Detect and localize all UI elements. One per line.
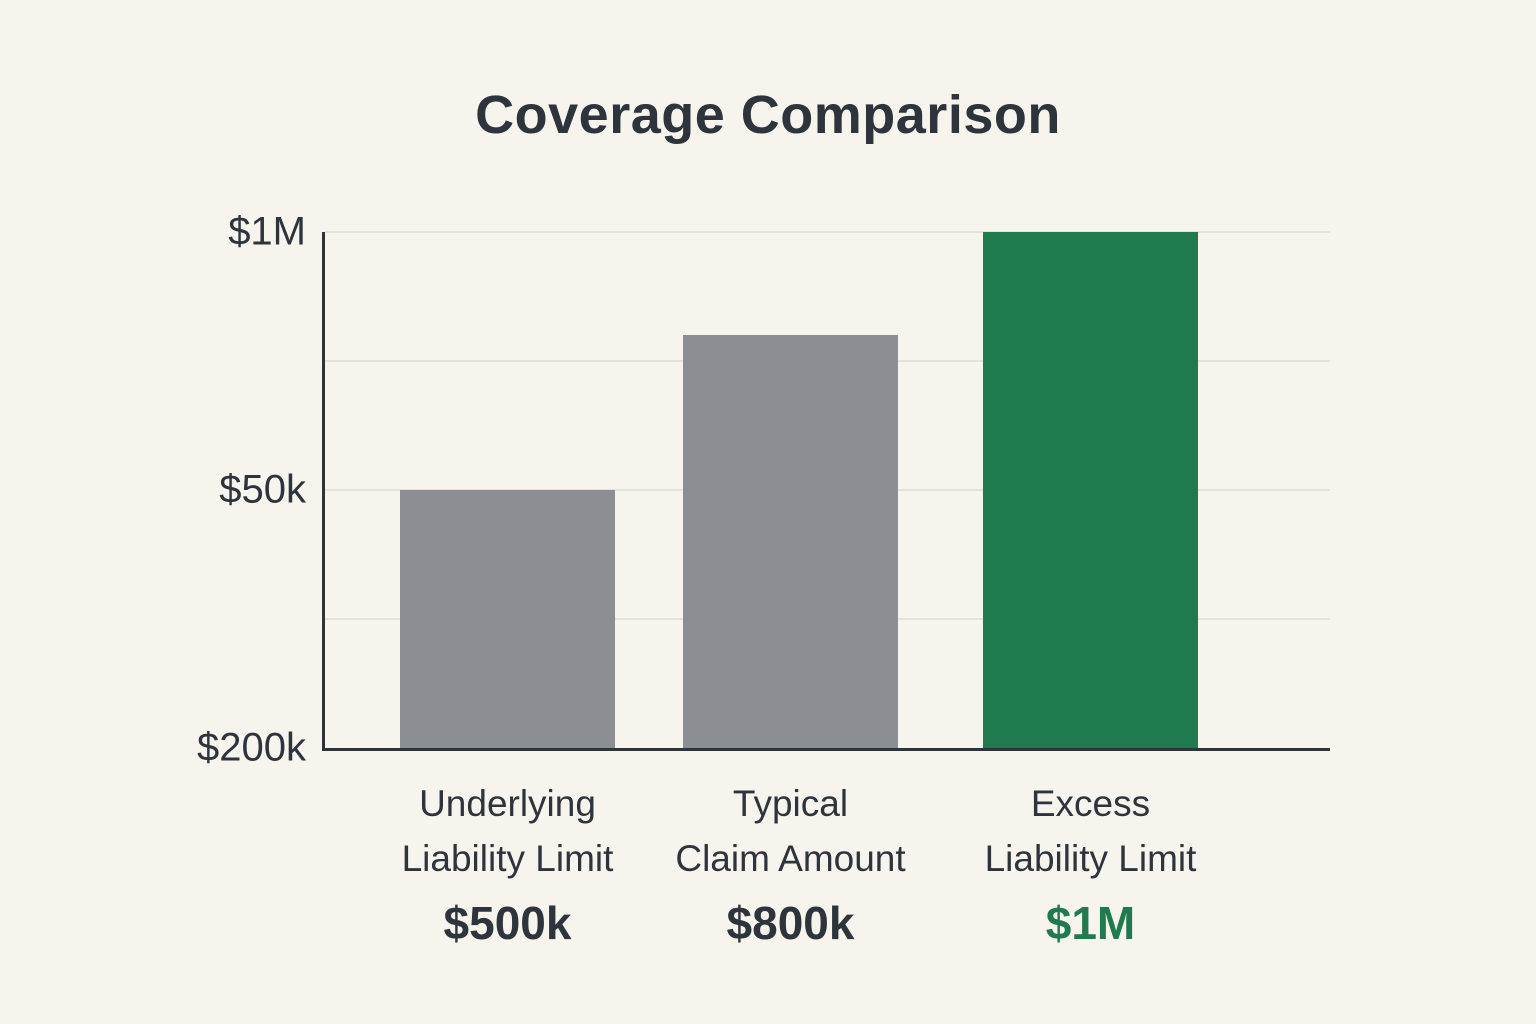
bar-value-label: $500k xyxy=(443,897,572,949)
gridline xyxy=(325,231,1330,233)
bar-typical-claim-amount xyxy=(683,335,898,748)
category-label-group: Excess Liability Limit $1M xyxy=(901,776,1281,950)
bar-value-label: $800k xyxy=(726,897,855,949)
y-tick-label: $1M xyxy=(228,209,306,254)
y-axis-tick-labels: $1M $50k $200k xyxy=(40,210,306,770)
y-tick-label: $200k xyxy=(197,725,306,770)
plot-area xyxy=(322,231,1330,751)
bar-excess-liability-limit xyxy=(983,232,1198,748)
category-label-line: Underlying xyxy=(419,783,596,824)
category-label-group: Underlying Liability Limit $500k xyxy=(318,776,698,950)
y-tick-label: $50k xyxy=(219,467,306,512)
y-axis-line xyxy=(322,232,325,751)
x-axis-category-labels: Underlying Liability Limit $500k Typical Cla… xyxy=(325,776,1330,986)
x-axis-line xyxy=(322,748,1330,751)
bar-underlying-liability-limit xyxy=(400,490,615,748)
category-label-line: Excess xyxy=(1030,783,1151,824)
category-label-line: Claim Amount xyxy=(675,838,906,879)
category-label-line: Liability Limit xyxy=(984,838,1197,879)
bar-value-label: $1M xyxy=(1045,897,1136,949)
chart-title: Coverage Comparison xyxy=(475,85,1061,145)
category-label-line: Typical xyxy=(732,783,849,824)
category-label-line: Liability Limit xyxy=(401,838,614,879)
category-label-group: Typical Claim Amount $800k xyxy=(601,776,981,950)
